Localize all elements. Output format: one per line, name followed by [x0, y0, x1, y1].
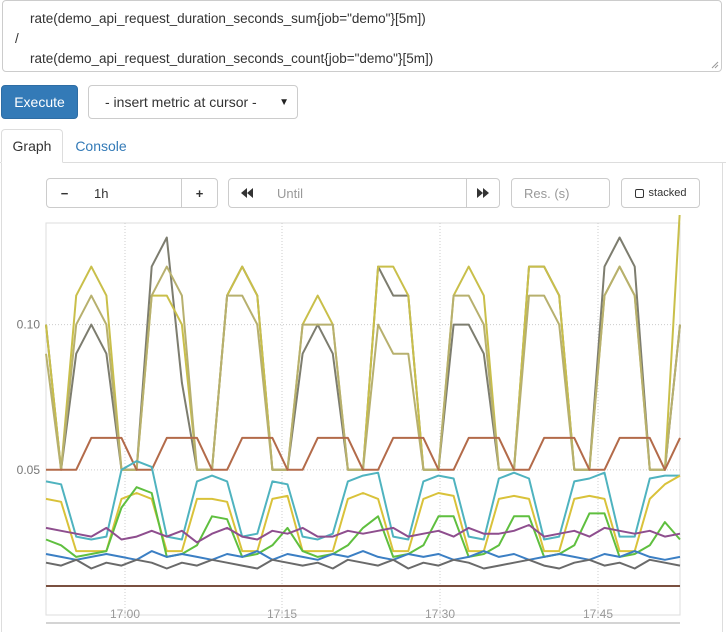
graph-panel: [1, 162, 723, 632]
series-line: [45, 558, 681, 570]
series-line: [45, 474, 681, 553]
dropdown-caret-icon: ▼: [279, 97, 289, 108]
tab-bar-rule: [0, 162, 726, 163]
series-line: [45, 460, 680, 541]
fast-forward-icon: [477, 188, 489, 198]
plot-area: [45, 222, 681, 616]
tab-bar: Graph Console: [0, 129, 726, 163]
x-tick-label: 17:00: [110, 607, 140, 621]
expression-line-1: rate(demo_api_request_duration_seconds_s…: [15, 11, 426, 26]
series-line: [45, 524, 681, 544]
expression-line-3: rate(demo_api_request_duration_seconds_c…: [15, 51, 434, 66]
execute-button[interactable]: Execute: [1, 85, 78, 119]
series-line: [45, 550, 681, 561]
y-tick-label: 0.05: [17, 463, 41, 477]
until-input[interactable]: Until: [265, 178, 467, 208]
range-input[interactable]: 1h: [82, 178, 182, 208]
range-decrease-button[interactable]: −: [46, 178, 83, 208]
end-time-forward-button[interactable]: [466, 178, 500, 208]
x-tick-label: 17:45: [583, 607, 613, 621]
insert-metric-select[interactable]: - insert metric at cursor - ▼: [88, 85, 298, 119]
checkbox-icon: [634, 188, 644, 198]
stacked-label: stacked: [648, 187, 687, 199]
series-line: [45, 486, 681, 558]
x-tick-label: 17:30: [425, 607, 455, 621]
resize-grip-icon[interactable]: [710, 60, 719, 69]
x-tick-label: 17:15: [267, 607, 297, 621]
insert-metric-selected: - insert metric at cursor -: [105, 94, 257, 110]
end-time-back-button[interactable]: [228, 178, 266, 208]
tab-console[interactable]: Console: [75, 138, 127, 154]
resolution-input[interactable]: Res. (s): [511, 178, 610, 208]
expression-line-2: /: [15, 31, 19, 46]
fast-backward-icon: [241, 188, 253, 198]
time-series-graph[interactable]: 17:00 17:15 17:30 17:45 0.05 0.10: [0, 215, 726, 625]
tab-graph[interactable]: Graph: [1, 129, 63, 163]
range-increase-button[interactable]: +: [181, 178, 218, 208]
y-tick-label: 0.10: [17, 318, 41, 332]
stacked-toggle-button[interactable]: stacked: [621, 178, 700, 208]
expression-input[interactable]: rate(demo_api_request_duration_seconds_s…: [2, 0, 722, 72]
